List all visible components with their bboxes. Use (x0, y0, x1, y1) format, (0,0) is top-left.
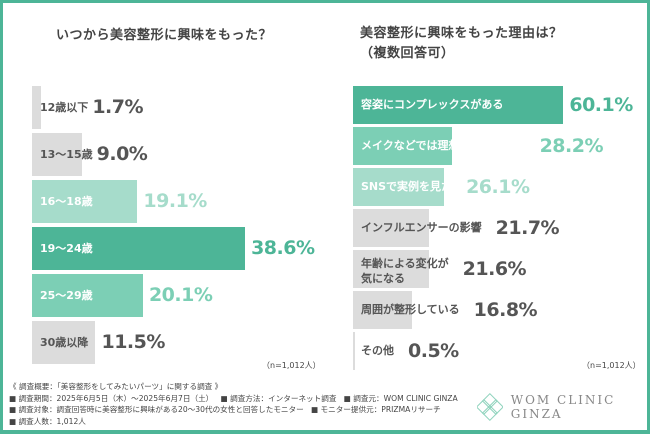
bar-label: 容姿にコンプレックスがある (361, 98, 504, 111)
bar-row: メイクなどでは理想に近づけない 28.2% (353, 127, 643, 165)
value-label: 1.7% (92, 96, 144, 118)
right-chart-title: 美容整形に興味をもった理由は？ （複数回答可） (360, 24, 563, 64)
bar-label: インフルエンサーの影響 (361, 221, 482, 234)
bar (353, 86, 564, 124)
value-label: 28.2% (539, 135, 604, 157)
bar-row: 16〜18歳 19.1% (32, 180, 322, 223)
bar-label: 12歳以下 (40, 101, 89, 114)
brand-logo: WOM CLINIC GINZA (477, 392, 650, 422)
value-label: 21.6% (462, 258, 527, 280)
right-chart-title-main: 美容整形に興味をもった理由は？ (360, 26, 563, 41)
footer-summary: 《 調査概要：「美容整形をしてみたいパーツ」に関する調査 》 (9, 382, 223, 391)
bar-label: 25〜29歳 (40, 289, 93, 302)
footer-source: ■ 調査元：WOM CLINIC GINZA (343, 393, 458, 403)
bar-row: 13〜15歳 9.0% (32, 133, 322, 176)
footer-provider: ■ モニター提供元：PRIZMAリサーチ (310, 405, 441, 414)
value-label: 0.5% (408, 340, 459, 362)
right-sample-note: （n=1,012人） (582, 361, 641, 370)
right-chart-subtitle: （複数回答可） (360, 46, 455, 61)
bar (32, 227, 246, 270)
bar (32, 274, 143, 317)
bar-row: 25〜29歳 20.1% (32, 274, 322, 317)
footer-target: ■ 調査対象：調査回答時に美容整形に興味がある20〜30代の女性と回答したモニタ… (9, 405, 304, 414)
bar-row: 12歳以下 1.7% (32, 86, 322, 129)
bar-label: 30歳以降 (40, 336, 89, 349)
clover-logo-icon (477, 392, 503, 422)
bar (353, 168, 445, 206)
left-chart-title: いつから美容整形に興味をもった？ (56, 28, 273, 43)
bar (353, 127, 452, 165)
bar (353, 291, 412, 329)
value-label: 16.8% (473, 299, 538, 321)
bar-row: その他 0.5% (353, 332, 643, 370)
value-label: 20.1% (148, 284, 213, 306)
bar-row: 19〜24歳 38.6% (32, 227, 322, 270)
value-label: 38.6% (251, 237, 315, 259)
bar (32, 180, 138, 223)
footer-row-3: ■ 調査対象：調査回答時に美容整形に興味がある20〜30代の女性と回答したモニタ… (9, 404, 458, 416)
bar (353, 209, 429, 247)
bar-label: 年齢による変化が 気になる (361, 257, 449, 285)
bar-label: SNSで実例を見た (361, 180, 453, 193)
value-label: 60.1% (569, 94, 633, 116)
footer-method: ■ 調査方法：インターネット調査 (220, 393, 337, 403)
reason-chart: 容姿にコンプレックスがある 60.1% メイクなどでは理想に近づけない 28.2% SN… (353, 86, 643, 373)
bar-label: メイクなどでは理想に近づけない (361, 139, 526, 152)
bar-label: 19〜24歳 (40, 242, 93, 255)
bar (32, 133, 82, 176)
bar-row: 年齢による変化が 気になる 21.6% (353, 250, 643, 288)
bar-row: 30歳以降 11.5% (32, 321, 322, 364)
bar (32, 321, 96, 364)
age-interest-chart: 12歳以下 1.7% 13〜15歳 9.0% 16〜18歳 19.1% 19〜24歳 38.6… (32, 86, 322, 368)
bar-row: 容姿にコンプレックスがある 60.1% (353, 86, 643, 124)
footer-period: ■ 調査期間：2025年6月5日（木）〜2025年6月7日（土） (9, 393, 214, 403)
value-label: 26.1% (466, 176, 530, 198)
survey-footer: 《 調査概要：「美容整形をしてみたいパーツ」に関する調査 》 ■ 調査期間：20… (9, 381, 458, 427)
value-label: 11.5% (101, 331, 165, 353)
bar (353, 250, 429, 288)
bar-row: インフルエンサーの影響 21.7% (353, 209, 643, 247)
logo-text: WOM CLINIC GINZA (510, 393, 616, 421)
bar (353, 332, 355, 370)
bar-row: SNSで実例を見た 26.1% (353, 168, 643, 206)
bar-row: 周囲が整形している 16.8% (353, 291, 643, 329)
bar-label: その他 (361, 344, 394, 357)
bar-label: 13〜15歳 (40, 148, 93, 161)
bar-label: 16〜18歳 (40, 195, 93, 208)
left-sample-note: （n=1,012人） (262, 361, 321, 370)
footer-row-2: ■ 調査期間：2025年6月5日（木）〜2025年6月7日（土） ■ 調査方法：… (9, 393, 458, 405)
bar-label: 周囲が整形している (361, 303, 460, 316)
footer-count: ■ 調査人数：1,012人 (9, 416, 86, 426)
bar (32, 86, 42, 129)
value-label: 19.1% (143, 190, 207, 212)
value-label: 21.7% (495, 217, 560, 239)
value-label: 9.0% (96, 143, 148, 165)
